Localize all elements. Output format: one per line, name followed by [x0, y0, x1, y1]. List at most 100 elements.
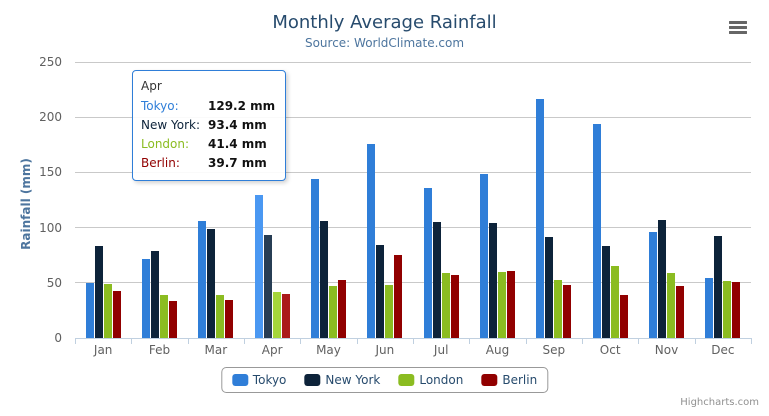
bar-tokyo-jun[interactable]: [367, 143, 376, 338]
tooltip: Apr Tokyo: 129.2 mm New York: 93.4 mm London…: [132, 70, 286, 181]
gridline: [75, 282, 751, 284]
bar-new-york-oct[interactable]: [601, 245, 610, 338]
bar-london-jan[interactable]: [103, 284, 112, 338]
bar-tokyo-apr[interactable]: [254, 195, 263, 338]
context-menu-button[interactable]: [729, 21, 747, 36]
x-axis-label: Sep: [542, 343, 566, 357]
x-axis-tick: [244, 339, 245, 344]
x-axis-line: [75, 338, 752, 339]
bar-berlin-aug[interactable]: [507, 271, 515, 338]
bar-london-nov[interactable]: [667, 272, 675, 338]
x-axis-label: May: [316, 343, 341, 357]
tooltip-table: Tokyo: 129.2 mm New York: 93.4 mm London: 41.…: [141, 97, 275, 173]
bar-london-sep[interactable]: [554, 280, 563, 338]
bar-berlin-jul[interactable]: [450, 274, 459, 338]
bar-london-oct[interactable]: [610, 266, 619, 338]
x-axis-label: Oct: [599, 343, 621, 357]
x-axis-tick: [525, 339, 527, 344]
hamburger-icon: [729, 21, 747, 24]
legend-symbol: [481, 374, 498, 386]
legend-item-london[interactable]: London: [398, 373, 463, 387]
chart-title: Monthly Average Rainfall: [272, 12, 497, 33]
x-axis-tick: [694, 339, 696, 344]
bar-london-jun[interactable]: [385, 284, 394, 338]
x-axis-label: Dec: [711, 343, 735, 357]
tooltip-header: Apr: [141, 79, 162, 93]
y-axis-label: 150: [39, 165, 62, 180]
tooltip-row: Berlin: 39.7 mm: [141, 154, 275, 173]
bar-berlin-sep[interactable]: [563, 285, 572, 338]
legend-item-new-york[interactable]: New York: [304, 373, 380, 387]
legend-label: Tokyo: [252, 373, 287, 387]
bar-tokyo-mar[interactable]: [198, 220, 207, 338]
legend-item-tokyo[interactable]: Tokyo: [231, 373, 287, 387]
gridline: [75, 227, 751, 229]
x-axis-label: Feb: [148, 343, 171, 357]
gridline: [75, 61, 751, 63]
bar-berlin-jun[interactable]: [394, 254, 403, 338]
hamburger-icon: [729, 31, 747, 34]
bar-new-york-may[interactable]: [320, 220, 328, 338]
x-axis-label: Jul: [433, 343, 449, 357]
tooltip-series-value: 93.4 mm: [208, 118, 267, 132]
bar-london-jul[interactable]: [441, 272, 450, 338]
tooltip-row: Tokyo: 129.2 mm: [141, 97, 275, 116]
bar-tokyo-jan[interactable]: [85, 282, 94, 338]
bar-london-may[interactable]: [329, 286, 337, 338]
bar-new-york-sep[interactable]: [545, 237, 554, 338]
bar-berlin-oct[interactable]: [619, 294, 628, 338]
bar-tokyo-feb[interactable]: [142, 259, 150, 338]
x-axis-tick: [751, 339, 752, 344]
bar-new-york-jan[interactable]: [94, 245, 103, 338]
legend-label: London: [419, 373, 464, 387]
bar-london-dec[interactable]: [723, 281, 732, 338]
x-axis-tick: [582, 339, 583, 344]
bar-berlin-mar[interactable]: [225, 299, 234, 338]
bar-berlin-feb[interactable]: [169, 301, 177, 338]
x-axis-tick: [131, 339, 133, 344]
x-axis-tick: [356, 339, 358, 344]
bar-new-york-dec[interactable]: [714, 236, 723, 338]
bar-tokyo-nov[interactable]: [649, 232, 657, 338]
bar-new-york-nov[interactable]: [658, 220, 666, 338]
x-axis-label: Jun: [375, 343, 395, 357]
bar-london-mar[interactable]: [216, 294, 225, 338]
bar-tokyo-may[interactable]: [311, 179, 319, 338]
tooltip-series-name: Berlin:: [141, 156, 180, 170]
x-axis-tick: [187, 339, 189, 344]
bar-berlin-nov[interactable]: [676, 286, 684, 338]
bar-berlin-apr[interactable]: [281, 294, 290, 338]
bar-tokyo-aug[interactable]: [480, 174, 488, 338]
x-axis-tick: [469, 339, 471, 344]
credits-link[interactable]: Highcharts.com: [680, 397, 759, 408]
bar-tokyo-jul[interactable]: [423, 188, 432, 338]
legend-item-berlin[interactable]: Berlin: [481, 373, 537, 387]
tooltip-row: London: 41.4 mm: [141, 135, 275, 154]
bar-berlin-dec[interactable]: [732, 281, 741, 338]
x-axis-label: Nov: [654, 343, 679, 357]
bar-london-apr[interactable]: [272, 292, 281, 338]
gridline: [75, 171, 751, 173]
tooltip-series-name: New York:: [141, 118, 200, 132]
bar-new-york-aug[interactable]: [489, 222, 497, 338]
bar-berlin-jan[interactable]: [112, 291, 121, 338]
bar-tokyo-sep[interactable]: [536, 99, 545, 338]
legend-symbol: [398, 374, 415, 386]
bar-new-york-jul[interactable]: [432, 222, 441, 338]
bar-london-aug[interactable]: [498, 272, 506, 338]
x-axis-label: Apr: [261, 343, 283, 357]
hamburger-icon: [729, 26, 747, 29]
bar-new-york-apr[interactable]: [263, 234, 272, 338]
y-axis-label: 0: [54, 331, 62, 345]
bar-tokyo-oct[interactable]: [592, 123, 601, 338]
bar-new-york-jun[interactable]: [376, 244, 385, 338]
bar-london-feb[interactable]: [160, 295, 168, 338]
y-axis-label: 50: [46, 275, 62, 290]
bar-berlin-may[interactable]: [338, 279, 346, 338]
tooltip-series-value: 41.4 mm: [208, 137, 267, 151]
legend-label: New York: [325, 373, 381, 387]
bar-new-york-mar[interactable]: [207, 229, 216, 338]
bar-new-york-feb[interactable]: [151, 251, 159, 338]
bar-tokyo-dec[interactable]: [705, 277, 714, 338]
